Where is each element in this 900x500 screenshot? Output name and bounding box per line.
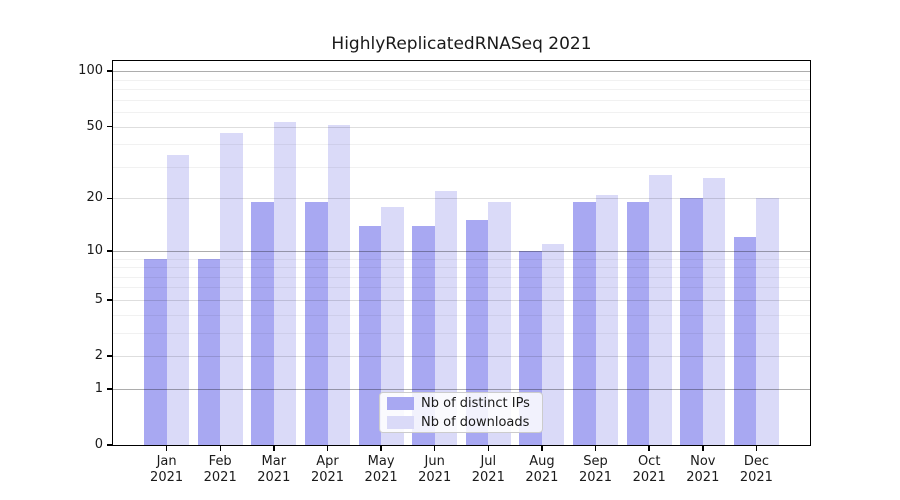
y-tick-label-100: 100: [78, 63, 103, 79]
gridline-y-5: [113, 299, 810, 301]
gridline-y-50: [113, 126, 810, 128]
plot-area: Nb of distinct IPs Nb of downloads: [112, 60, 811, 446]
y-tick-mark-100: [107, 70, 112, 72]
bar-downloads-nov-2021: [702, 178, 726, 445]
y-tick-mark-50: [107, 125, 112, 128]
legend-swatch-distinct-ips: [387, 396, 414, 410]
bar-ips-jul-2021: [465, 220, 489, 445]
bar-ips-oct-2021: [626, 202, 650, 445]
x-tick-label-oct-2021: Oct 2021: [632, 454, 666, 485]
bar-downloads-aug-2021: [541, 243, 565, 445]
gridline-y-9: [113, 258, 810, 260]
gridline-y-3: [113, 332, 810, 334]
x-tick-mark-apr-2021: [326, 446, 329, 451]
y-tick-mark-1: [107, 388, 112, 390]
bar-ips-sep-2021: [573, 202, 596, 445]
x-tick-label-mar-2021: Mar 2021: [257, 454, 291, 485]
bar-downloads-dec-2021: [756, 198, 779, 445]
gridline-y-6: [113, 287, 810, 289]
x-tick-mark-jun-2021: [433, 446, 436, 451]
bar-ips-jan-2021: [144, 258, 167, 445]
x-tick-label-jan-2021: Jan 2021: [150, 454, 184, 485]
bar-ips-nov-2021: [680, 198, 703, 445]
y-tick-label-0: 0: [94, 437, 103, 452]
bar-ips-jun-2021: [412, 225, 435, 445]
x-tick-label-jun-2021: Jun 2021: [418, 454, 452, 485]
bar-downloads-sep-2021: [595, 194, 618, 445]
gridline-y-100: [113, 71, 810, 73]
bar-downloads-mar-2021: [273, 121, 297, 445]
chart-title: HighlyReplicatedRNASeq 2021: [331, 34, 592, 54]
legend-label-distinct-ips: Nb of distinct IPs: [421, 395, 530, 411]
y-tick-mark-5: [107, 299, 112, 301]
x-tick-mark-dec-2021: [755, 446, 758, 451]
gridline-y-1: [113, 388, 810, 390]
gridline-y-8: [113, 267, 810, 268]
gridline-y-60: [113, 112, 810, 113]
bar-downloads-apr-2021: [327, 124, 350, 445]
x-tick-mark-jul-2021: [487, 446, 490, 451]
x-tick-label-feb-2021: Feb 2021: [203, 454, 237, 485]
x-tick-mark-jan-2021: [165, 446, 168, 451]
gridline-y-90: [113, 79, 810, 81]
bar-ips-mar-2021: [251, 202, 274, 445]
gridline-y-30: [113, 166, 810, 168]
x-tick-label-nov-2021: Nov 2021: [686, 454, 720, 485]
y-tick-mark-2: [107, 355, 112, 357]
gridline-y-7: [113, 276, 810, 278]
bar-ips-feb-2021: [197, 258, 221, 445]
gridline-y-40: [113, 144, 810, 146]
gridline-y-4: [113, 314, 810, 316]
y-tick-label-10: 10: [86, 242, 103, 258]
bar-ips-dec-2021: [733, 237, 757, 445]
y-tick-mark-10: [107, 250, 112, 252]
x-tick-label-aug-2021: Aug 2021: [525, 454, 559, 485]
x-tick-mark-aug-2021: [541, 446, 543, 451]
x-tick-mark-feb-2021: [219, 446, 221, 451]
x-tick-mark-mar-2021: [273, 446, 275, 451]
x-tick-mark-nov-2021: [702, 446, 704, 451]
gridline-y-2: [113, 356, 810, 357]
legend: Nb of distinct IPs Nb of downloads: [379, 392, 543, 433]
legend-label-downloads: Nb of downloads: [421, 414, 530, 430]
bar-downloads-may-2021: [381, 206, 404, 445]
y-tick-label-1: 1: [94, 380, 103, 396]
x-tick-label-sep-2021: Sep 2021: [578, 454, 613, 485]
gridline-y-10: [113, 250, 810, 252]
bar-downloads-jun-2021: [434, 191, 458, 445]
y-tick-mark-0: [107, 444, 112, 446]
legend-swatch-downloads: [387, 415, 414, 429]
bar-ips-may-2021: [358, 225, 382, 445]
bar-downloads-jan-2021: [166, 154, 190, 445]
gridline-y-20: [113, 198, 810, 200]
bar-downloads-feb-2021: [220, 133, 243, 445]
x-tick-label-jul-2021: Jul 2021: [471, 454, 505, 485]
gridline-y-80: [113, 89, 810, 90]
legend-item-downloads: Nb of downloads: [387, 415, 535, 430]
x-tick-mark-sep-2021: [594, 446, 597, 451]
gridline-y-70: [113, 99, 810, 101]
x-tick-label-dec-2021: Dec 2021: [739, 454, 773, 485]
bar-downloads-oct-2021: [649, 175, 672, 445]
y-tick-mark-20: [107, 197, 112, 200]
bar-downloads-jul-2021: [488, 202, 511, 445]
x-tick-mark-may-2021: [380, 446, 382, 451]
y-tick-label-20: 20: [86, 190, 103, 206]
x-tick-label-apr-2021: Apr 2021: [310, 454, 345, 485]
legend-item-distinct-ips: Nb of distinct IPs: [387, 396, 535, 411]
x-tick-label-may-2021: May 2021: [364, 454, 398, 485]
bar-ips-apr-2021: [305, 202, 328, 445]
y-tick-label-50: 50: [86, 118, 103, 134]
x-tick-mark-oct-2021: [648, 446, 650, 451]
y-tick-label-5: 5: [94, 291, 103, 307]
y-tick-label-2: 2: [94, 348, 103, 363]
